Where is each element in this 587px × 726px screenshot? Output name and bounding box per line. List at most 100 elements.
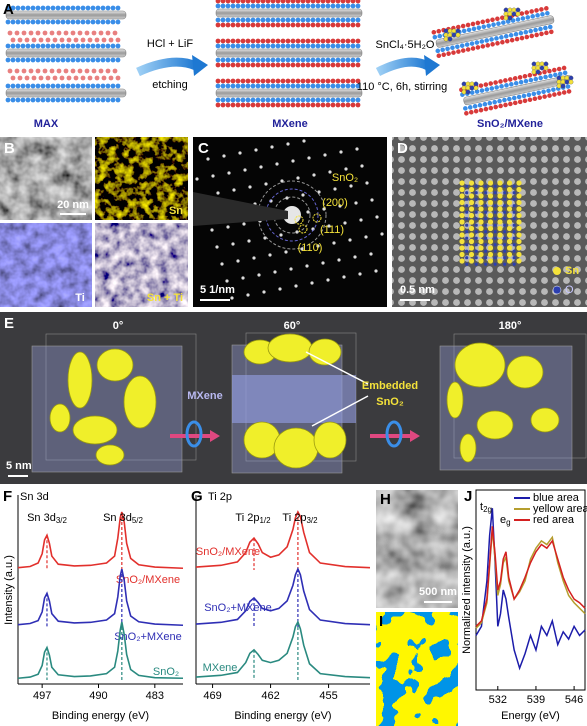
atom: [85, 43, 91, 49]
atom: [65, 43, 71, 49]
atom: [285, 0, 291, 4]
atom: [260, 102, 266, 108]
atom: [275, 3, 281, 9]
atom: [25, 57, 31, 63]
spot: [220, 262, 224, 266]
atom: [52, 75, 58, 81]
atom: [340, 97, 346, 103]
atom: [75, 83, 81, 89]
o-atom: [512, 256, 516, 260]
o-atom: [465, 236, 469, 240]
atom: [295, 0, 301, 4]
atom: [5, 43, 11, 49]
spot: [264, 182, 268, 186]
atom: [10, 57, 16, 63]
atom: [534, 8, 539, 13]
atom: [285, 3, 291, 9]
atom: [70, 97, 76, 103]
o-atom: [493, 243, 497, 247]
o-atom: [512, 184, 516, 188]
atom: [469, 41, 475, 46]
cluster-atom: [443, 36, 449, 42]
atom: [240, 38, 246, 44]
sn-atom: [468, 232, 475, 238]
atom: [320, 17, 326, 23]
atom: [315, 62, 321, 68]
atom: [255, 3, 261, 9]
panel-letter: B: [4, 140, 15, 157]
atom: [295, 57, 301, 63]
atom: [315, 78, 321, 84]
spot: [305, 264, 309, 268]
o-atom: [465, 204, 469, 208]
sn-atom: [478, 193, 484, 199]
atom: [325, 97, 331, 103]
atom: [492, 99, 497, 105]
atom: [480, 19, 486, 25]
atom: [240, 83, 246, 89]
atom: [350, 17, 356, 23]
spot: [227, 171, 231, 175]
atom: [90, 43, 96, 49]
atom: [479, 39, 485, 44]
atom: [480, 44, 486, 49]
atom: [355, 62, 361, 68]
cluster-atom: [511, 11, 517, 17]
atom: [474, 89, 480, 94]
atom: [63, 30, 69, 36]
atom: [536, 90, 542, 96]
atom: [220, 22, 226, 28]
sn-atom: [468, 180, 475, 186]
atom: [90, 5, 96, 11]
atom: [30, 5, 36, 11]
atom: [45, 43, 51, 49]
atom: [330, 83, 336, 89]
atom: [20, 19, 26, 25]
atom: [509, 37, 515, 43]
sn-atom: [459, 238, 465, 245]
spot: [291, 159, 295, 163]
sn-atom: [487, 193, 494, 199]
atom: [100, 43, 106, 49]
atom: [275, 17, 281, 23]
o-atom: [465, 223, 469, 227]
atom: [280, 62, 286, 68]
spot: [342, 275, 346, 279]
atom: [285, 62, 291, 68]
cluster-atom: [515, 7, 521, 13]
atom: [255, 78, 261, 84]
sn-atom: [459, 199, 465, 206]
atom: [105, 43, 111, 49]
atom: [260, 97, 266, 103]
o-atom: [465, 262, 469, 266]
atom: [63, 68, 69, 74]
atom: [548, 73, 553, 79]
atom: [50, 19, 56, 25]
sn-atom: [478, 258, 484, 264]
atom: [275, 0, 281, 4]
atom: [240, 78, 246, 84]
atom: [340, 83, 346, 89]
atom: [225, 102, 231, 108]
legend-label: red area: [533, 514, 575, 526]
atom: [280, 78, 286, 84]
atom: [345, 62, 351, 68]
atom: [478, 107, 484, 113]
sn-atom: [478, 225, 484, 232]
atom: [30, 43, 36, 49]
atom: [320, 43, 326, 49]
cluster-atom: [469, 81, 475, 87]
atom: [35, 97, 41, 103]
atom: [35, 68, 41, 74]
spot: [306, 210, 310, 214]
atom: [507, 77, 513, 82]
atom: [215, 0, 221, 4]
atom: [340, 22, 346, 28]
atom: [115, 75, 121, 81]
label-main: Ti 2p: [282, 512, 306, 524]
atom: [530, 14, 535, 19]
atom: [460, 48, 466, 53]
atom: [5, 57, 11, 63]
atom: [529, 9, 534, 14]
atom: [115, 97, 121, 103]
